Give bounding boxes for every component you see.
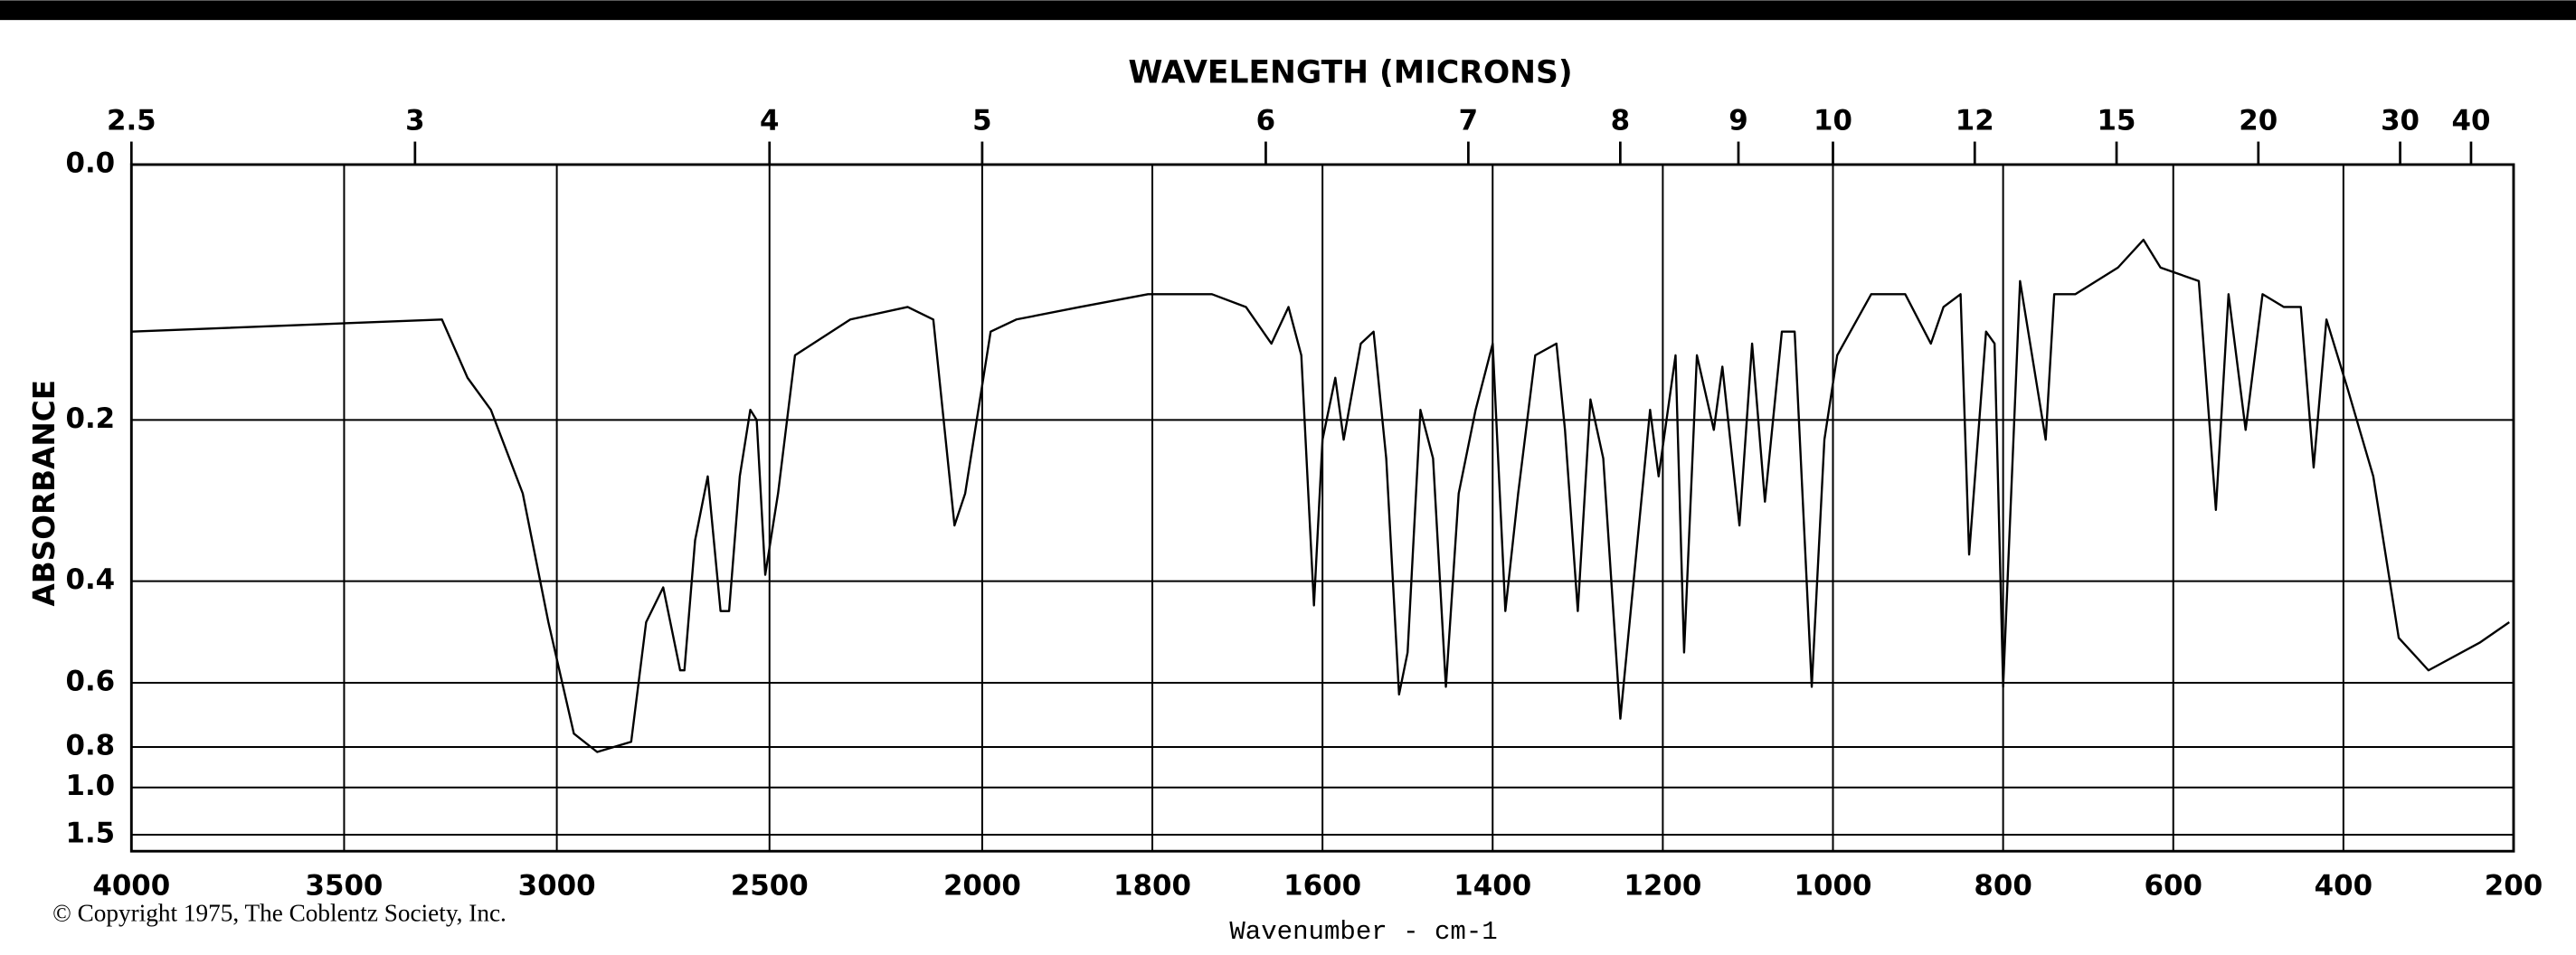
y-tick-label: 0.0 — [65, 147, 115, 179]
x-tick-label: 3500 — [306, 870, 384, 903]
y-tick-label: 0.6 — [65, 666, 115, 698]
x2-tick-label: 12 — [1956, 104, 1994, 137]
y-tick-label: 0.4 — [65, 563, 115, 596]
y-axis-label: ABSORBANCE — [27, 380, 62, 607]
x-tick-label: 200 — [2485, 870, 2543, 903]
x-tick-label: 2500 — [731, 870, 809, 903]
x2-tick-label: 5 — [972, 104, 991, 137]
x-tick-label: 1400 — [1454, 870, 1531, 903]
x2-tick-label: 2.5 — [107, 104, 156, 137]
x-axis-label: Wavenumber - cm-1 — [1229, 917, 1497, 947]
x-tick-label: 600 — [2145, 870, 2202, 903]
x2-tick-label: 8 — [1611, 104, 1630, 137]
spectrum-line — [131, 238, 2510, 753]
x-tick-label: 1000 — [1795, 870, 1872, 903]
x-tick-label: 800 — [1974, 870, 2031, 903]
x2-tick-label: 6 — [1256, 104, 1275, 137]
x-tick-label: 400 — [2315, 870, 2372, 903]
chart-title: WAVELENGTH (MICRONS) — [1128, 55, 1572, 91]
x2-tick-label: 40 — [2451, 104, 2490, 137]
x2-tick-label: 20 — [2239, 104, 2278, 137]
x2-tick-label: 4 — [760, 104, 779, 137]
x-tick-label: 4000 — [92, 870, 170, 903]
x2-tick-label: 9 — [1728, 104, 1747, 137]
x2-tick-label: 3 — [405, 104, 424, 137]
x2-tick-label: 7 — [1459, 104, 1478, 137]
y-tick-label: 1.5 — [65, 818, 115, 850]
x2-tick-label: 15 — [2098, 104, 2136, 137]
y-tick-label: 0.8 — [65, 729, 115, 761]
x2-tick-label: 30 — [2381, 104, 2420, 137]
x2-tick-label: 10 — [1814, 104, 1852, 137]
x-tick-label: 2000 — [943, 870, 1021, 903]
y-tick-label: 1.0 — [65, 770, 115, 802]
scan-edge — [0, 0, 2576, 21]
x-tick-label: 3000 — [518, 870, 596, 903]
x-tick-label: 1800 — [1113, 870, 1191, 903]
x-tick-label: 1200 — [1624, 870, 1701, 903]
x-tick-label: 1600 — [1283, 870, 1361, 903]
footnote: © Copyright 1975, The Coblentz Society, … — [52, 899, 507, 926]
y-tick-label: 0.2 — [65, 402, 115, 435]
